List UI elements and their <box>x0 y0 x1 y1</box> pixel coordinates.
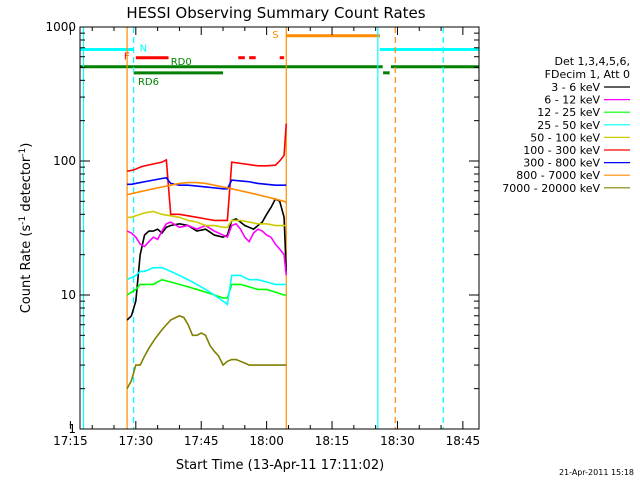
series-line <box>126 266 287 306</box>
x-tick-label: 18:00 <box>249 434 284 448</box>
legend-entry-label: 12 - 25 keV <box>537 106 600 119</box>
series-line <box>126 278 287 299</box>
series-line <box>126 123 288 222</box>
x-axis-label: Start Time (13-Apr-11 17:11:02) <box>176 458 384 473</box>
flag-label: RD0 <box>171 57 192 68</box>
series-line <box>126 197 288 321</box>
legend-header-1: Det 1,3,4,5,6, <box>554 55 630 68</box>
legend-entry-label: 7000 - 20000 keV <box>502 182 600 195</box>
series-line <box>126 314 287 390</box>
y-tick-label: 100 <box>53 154 76 168</box>
legend-entry-label: 6 - 12 keV <box>544 94 600 107</box>
flags-layer: NFSRD0RD6 <box>80 30 479 88</box>
ticks-layer: 17:15 17:30 17:45 18:00 18:15 18:30 18:45 1 10 10… <box>45 20 480 448</box>
flag-label: RD6 <box>138 77 159 88</box>
legend: Det 1,3,4,5,6, FDecim 1, Att 0 3 - 6 keV… <box>502 55 630 195</box>
plot-frame <box>79 26 480 430</box>
x-tick-label: 18:45 <box>446 434 481 448</box>
y-axis-label-main: Count Rate (s <box>19 225 34 314</box>
x-tick-label: 17:45 <box>184 434 219 448</box>
series-line <box>127 176 287 190</box>
y-tick-label: 1 <box>68 422 76 436</box>
series-layer <box>126 123 288 390</box>
footer-date: 21-Apr-2011 15:18 <box>559 468 634 477</box>
y-axis-label-end: ) <box>19 143 34 148</box>
flag-label: S <box>272 30 278 41</box>
y-axis-label-mid: detector <box>19 156 34 216</box>
legend-entry-label: 25 - 50 keV <box>537 119 600 132</box>
legend-entry-label: 50 - 100 keV <box>530 131 600 144</box>
legend-entry-label: 300 - 800 keV <box>523 157 600 170</box>
y-tick-label: 1000 <box>45 20 76 34</box>
series-line <box>126 221 288 276</box>
x-tick-label: 17:30 <box>119 434 154 448</box>
x-tick-label: 17:15 <box>53 434 88 448</box>
legend-entry-label: 100 - 300 keV <box>523 144 600 157</box>
y-axis-label-sup1: -1 <box>18 216 28 225</box>
y-axis-label-sup2: -1 <box>18 148 28 157</box>
legend-entry-label: 800 - 7000 keV <box>516 169 600 182</box>
legend-header-2: FDecim 1, Att 0 <box>545 68 630 81</box>
series-line <box>127 210 287 229</box>
y-axis-label: Count Rate (s-1 detector-1) <box>18 143 34 314</box>
x-tick-label: 18:15 <box>315 434 350 448</box>
series-line <box>126 181 287 204</box>
legend-entry-label: 3 - 6 keV <box>551 81 600 94</box>
x-tick-label: 18:30 <box>380 434 415 448</box>
y-tick-label: 10 <box>61 288 76 302</box>
vertical-markers-layer <box>82 27 444 429</box>
chart-title: HESSI Observing Summary Count Rates <box>126 4 425 22</box>
flag-label: N <box>140 43 147 54</box>
